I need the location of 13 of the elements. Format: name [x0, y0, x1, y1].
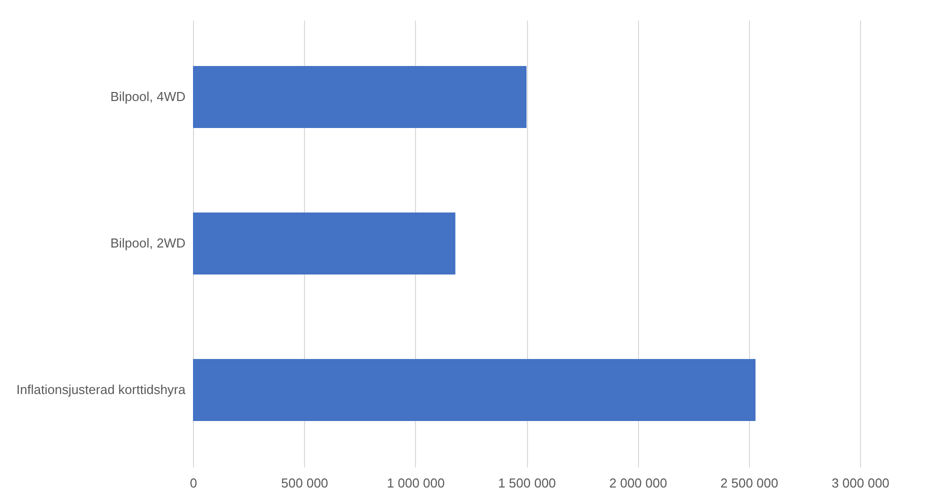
y-tick-label: Bilpool, 2WD — [110, 236, 186, 250]
x-tick-label: 2 500 000 — [720, 476, 778, 490]
bar — [193, 212, 456, 274]
x-tick-label: 0 — [190, 476, 198, 490]
bar — [193, 66, 526, 128]
x-tick-label: 500 000 — [281, 476, 328, 490]
bar — [193, 359, 756, 422]
y-tick-label: Bilpool, 4WD — [110, 88, 186, 104]
x-tick-label: 1 500 000 — [498, 476, 556, 490]
x-tick-label: 3 000 000 — [832, 476, 890, 490]
x-tick-label: 2 000 000 — [609, 476, 668, 490]
y-tick-label: Inflationsjusterad korttidshyra — [16, 382, 186, 398]
x-tick-label: 1 000 000 — [386, 476, 445, 490]
